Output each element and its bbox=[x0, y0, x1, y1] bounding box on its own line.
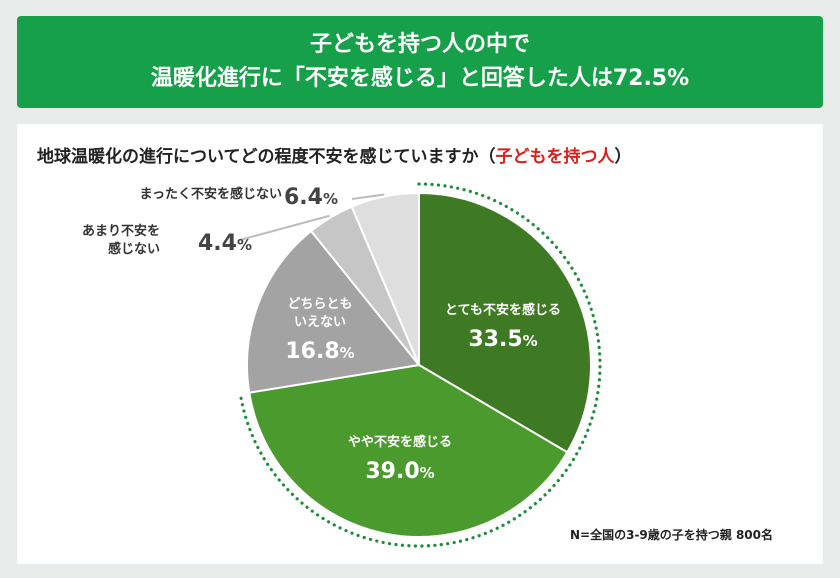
question-title: 地球温暖化の進行についてどの程度不安を感じていますか（子どもを持つ人） bbox=[37, 142, 632, 170]
pie-slice-2 bbox=[246, 229, 421, 394]
slice-value-1: 39.0% bbox=[365, 459, 434, 484]
header-line-1: 子どもを持つ人の中で bbox=[309, 32, 530, 57]
anxious-ring bbox=[238, 182, 602, 548]
leader-line-3 bbox=[239, 214, 330, 241]
slice-value-2: 16.8% bbox=[285, 339, 354, 364]
slice-label-1: やや不安を感じる bbox=[348, 434, 452, 450]
slice-value-4: 6.4% bbox=[284, 185, 338, 210]
pie-slice-1 bbox=[248, 363, 569, 538]
slice-value-3: 4.4% bbox=[198, 231, 252, 256]
header-line-2: 温暖化進行に「不安を感じる」と回答した人は72.5% bbox=[150, 66, 690, 91]
question-text: 地球温暖化の進行についてどの程度不安を感じていますか（ bbox=[37, 147, 496, 167]
pie-slice-0 bbox=[418, 191, 592, 454]
slice-value-0: 33.5% bbox=[468, 327, 537, 352]
header-banner: 子どもを持つ人の中で 温暖化進行に「不安を感じる」と回答した人は72.5% bbox=[17, 16, 823, 108]
question-highlight: 子どもを持つ人 bbox=[495, 147, 615, 167]
slice-label-4: まったく不安を感じない bbox=[140, 186, 282, 202]
sample-note: N=全国の3-9歳の子を持つ親 800名 bbox=[570, 528, 774, 542]
question-close: ） bbox=[614, 147, 632, 167]
pie-slice-4 bbox=[350, 191, 420, 366]
slice-label-3: あまり不安を感じない bbox=[82, 223, 160, 257]
slice-label-2: どちらともいえない bbox=[287, 297, 352, 330]
leader-line-4 bbox=[351, 193, 385, 200]
slice-label-0: とても不安を感じる bbox=[445, 302, 561, 318]
